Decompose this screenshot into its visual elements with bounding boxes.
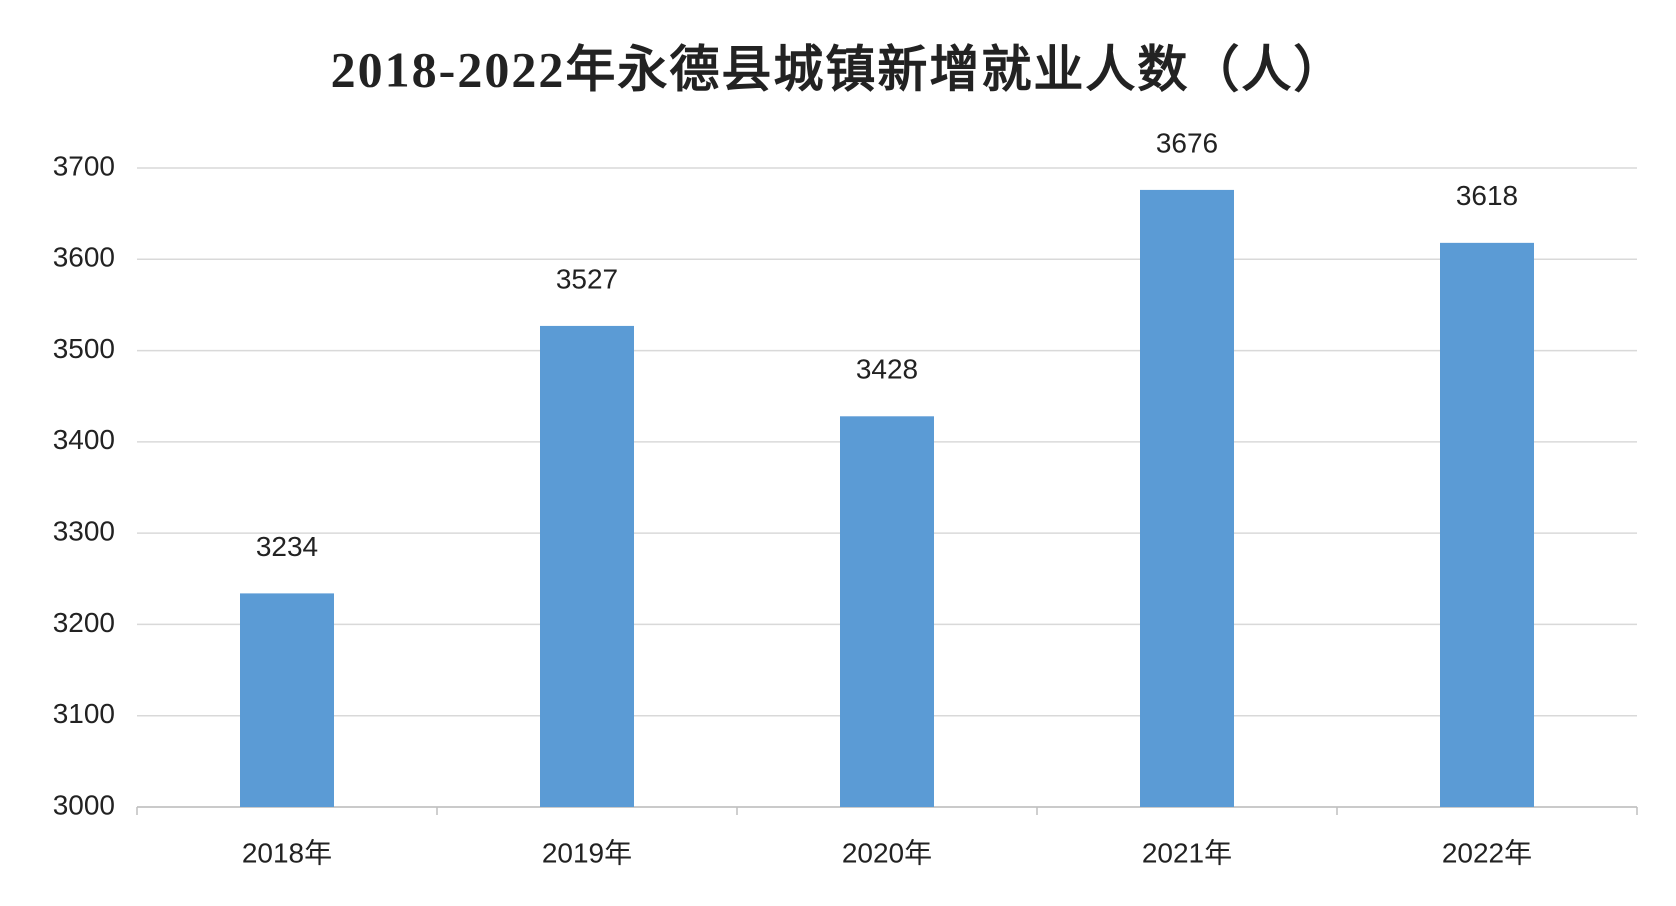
- y-tick-label: 3600: [53, 242, 115, 273]
- y-tick-label: 3300: [53, 516, 115, 547]
- y-tick-label: 3500: [53, 333, 115, 364]
- y-tick-label: 3100: [53, 698, 115, 729]
- x-tick-label: 2018年: [242, 837, 332, 868]
- chart-title: 2018-2022年永德县城镇新增就业人数（人）: [331, 41, 1346, 97]
- bar: [540, 325, 634, 807]
- data-label: 3618: [1456, 180, 1518, 211]
- bar: [240, 593, 334, 807]
- data-label: 3676: [1156, 127, 1218, 158]
- x-tick-label: 2021年: [1142, 837, 1232, 868]
- x-tick-label: 2019年: [542, 837, 632, 868]
- x-tick-label: 2022年: [1442, 837, 1532, 868]
- data-label: 3527: [556, 263, 618, 294]
- y-tick-label: 3200: [53, 607, 115, 638]
- data-label: 3234: [256, 531, 318, 562]
- y-tick-label: 3400: [53, 424, 115, 455]
- bar: [1140, 189, 1234, 807]
- y-tick-label: 3700: [53, 150, 115, 181]
- bar: [840, 416, 934, 807]
- y-tick-label: 3000: [53, 789, 115, 820]
- data-label: 3428: [856, 354, 918, 385]
- x-tick-label: 2020年: [842, 837, 932, 868]
- bar: [1440, 242, 1534, 808]
